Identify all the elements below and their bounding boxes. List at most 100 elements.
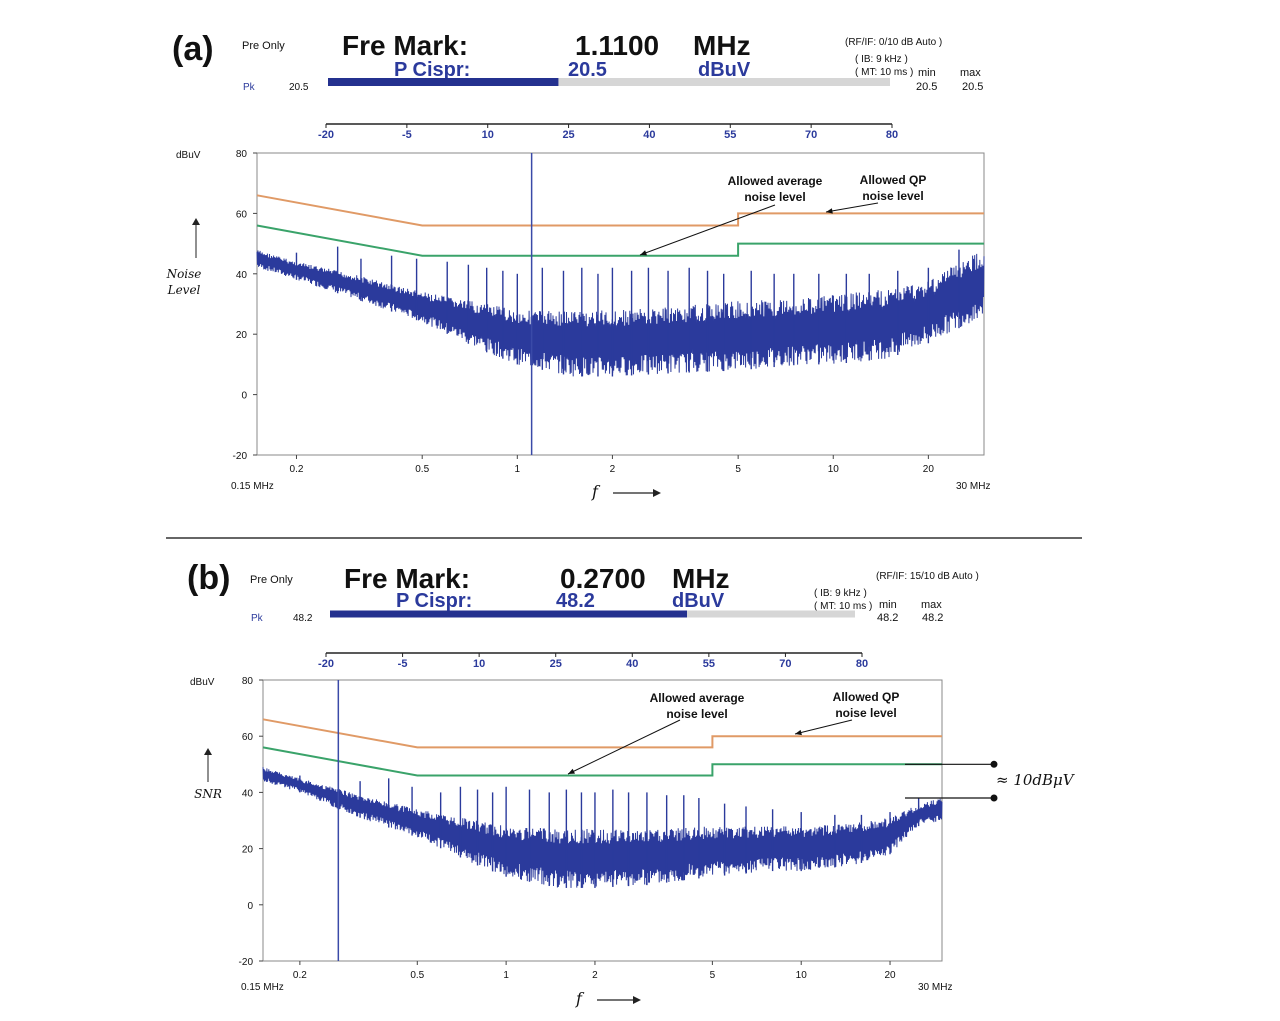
annotation-arrow-head <box>826 208 833 214</box>
y-tick-label: 40 <box>236 270 248 281</box>
y-tick-label: 0 <box>241 391 247 402</box>
y-tick-label: -20 <box>239 957 254 968</box>
y-axis-arrow-head <box>204 748 212 755</box>
detector-label: P Cispr: <box>394 59 470 81</box>
x-axis-arrow-head <box>653 489 661 497</box>
marker-frequency: 1.1100 <box>575 30 659 61</box>
mode-label: Pre Only <box>242 40 285 52</box>
pk-value: 48.2 <box>293 613 313 624</box>
x-tick-label: 5 <box>735 464 741 475</box>
panel-label: (b) <box>187 559 230 597</box>
marker-frequency: 0.2700 <box>560 563 646 594</box>
x-start-label: 0.15 MHz <box>231 481 274 492</box>
level-scale-label: -5 <box>402 129 412 141</box>
measured-noise-trace <box>262 767 943 888</box>
panel-label: (a) <box>172 30 214 68</box>
x-tick-label: 1 <box>503 970 509 981</box>
x-tick-label: 10 <box>796 970 808 981</box>
margin-dot-top <box>990 760 998 768</box>
y-tick-label: 80 <box>242 676 254 687</box>
level-scale-label: 70 <box>805 129 817 141</box>
y-tick-label: 80 <box>236 149 248 160</box>
mode-label: Pre Only <box>250 574 293 586</box>
marker-title: Fre Mark: <box>344 563 470 594</box>
annotation-text: Allowed QP <box>833 690 900 704</box>
y-axis-label: Level <box>167 283 201 297</box>
settings-line: ( MT: 10 ms ) <box>855 67 913 78</box>
max-label: max <box>960 67 981 79</box>
annotation-text: noise level <box>835 706 896 720</box>
x-start-label: 0.15 MHz <box>241 982 284 993</box>
x-tick-label: 20 <box>923 464 935 475</box>
settings-line: ( IB: 9 kHz ) <box>814 588 867 599</box>
x-tick-label: 5 <box>710 970 716 981</box>
annotation-arrow-head <box>568 768 575 774</box>
level-scale-label: -5 <box>398 658 408 670</box>
level-scale-label: 40 <box>643 129 655 141</box>
x-axis-symbol: f <box>591 482 601 501</box>
x-axis-symbol: f <box>575 989 585 1008</box>
level-scale-label: 80 <box>886 129 898 141</box>
marker-unit: MHz <box>693 30 751 61</box>
level-scale-label: -20 <box>318 658 334 670</box>
pk-label: Pk <box>243 82 256 93</box>
y-unit-label: dBuV <box>176 150 201 161</box>
settings-line: ( MT: 10 ms ) <box>814 601 872 612</box>
level-bar-fill <box>328 78 559 86</box>
plot-area <box>262 679 943 962</box>
y-tick-label: 60 <box>236 209 248 220</box>
chart-a: -20 0 20 40 60 80 0.2 0.5 1 2 5 10 20 Allowed average… <box>233 149 985 475</box>
min-label: min <box>879 599 897 611</box>
level-scale-label: -20 <box>318 129 334 141</box>
annotation-text: Allowed average <box>650 691 745 705</box>
y-tick-label: 0 <box>247 901 253 912</box>
settings-line: (RF/IF: 0/10 dB Auto ) <box>845 37 942 48</box>
average-limit-line <box>256 224 984 257</box>
pk-value: 20.5 <box>289 82 309 93</box>
x-tick-label: 2 <box>610 464 616 475</box>
x-tick-label: 0.5 <box>410 970 424 981</box>
annotation-text: noise level <box>862 189 923 203</box>
x-tick-label: 2 <box>592 970 598 981</box>
level-scale-label: 10 <box>473 658 485 670</box>
min-label: min <box>918 67 936 79</box>
qp-limit-line <box>256 194 984 227</box>
level-scale-label: 25 <box>550 658 562 670</box>
y-tick-label: 40 <box>242 788 254 799</box>
settings-line: ( IB: 9 kHz ) <box>855 54 908 65</box>
chart-b: -20 0 20 40 60 80 0.2 0.5 1 2 5 10 20 Allowed average… <box>239 676 943 981</box>
min-value: 48.2 <box>877 612 898 624</box>
level-bar-track <box>328 78 890 86</box>
level-scale-label: 40 <box>626 658 638 670</box>
annotation-text: noise level <box>744 190 805 204</box>
x-tick-label: 20 <box>884 970 896 981</box>
measured-noise-trace <box>256 250 985 377</box>
annotation-arrow <box>567 719 681 775</box>
level-scale-label: 55 <box>703 658 715 670</box>
annotation-arrow <box>794 719 853 735</box>
x-tick-label: 0.2 <box>290 464 304 475</box>
min-value: 20.5 <box>916 81 937 93</box>
level-scale-label: 10 <box>482 129 494 141</box>
x-tick-label: 10 <box>828 464 840 475</box>
annotation-text: Allowed average <box>728 174 823 188</box>
annotation-arrow <box>825 202 879 213</box>
detector-value: 48.2 <box>556 590 595 612</box>
y-tick-label: 20 <box>242 845 254 856</box>
y-axis-label: Noise <box>166 267 202 281</box>
margin-label: ≈ 10dBμV <box>996 771 1076 789</box>
y-unit-label: dBuV <box>190 677 215 688</box>
margin-dot-bottom <box>990 794 998 802</box>
y-axis-arrow-head <box>192 218 200 225</box>
annotation-text: Allowed QP <box>860 173 927 187</box>
detector-unit: dBuV <box>672 590 725 612</box>
settings-line: (RF/IF: 15/10 dB Auto ) <box>876 571 979 582</box>
level-scale-label: 25 <box>562 129 574 141</box>
y-tick-label: 60 <box>242 732 254 743</box>
x-end-label: 30 MHz <box>956 481 990 492</box>
annotation-text: noise level <box>666 707 727 721</box>
pk-label: Pk <box>251 613 264 624</box>
x-tick-label: 1 <box>515 464 521 475</box>
average-limit-line <box>262 746 942 777</box>
